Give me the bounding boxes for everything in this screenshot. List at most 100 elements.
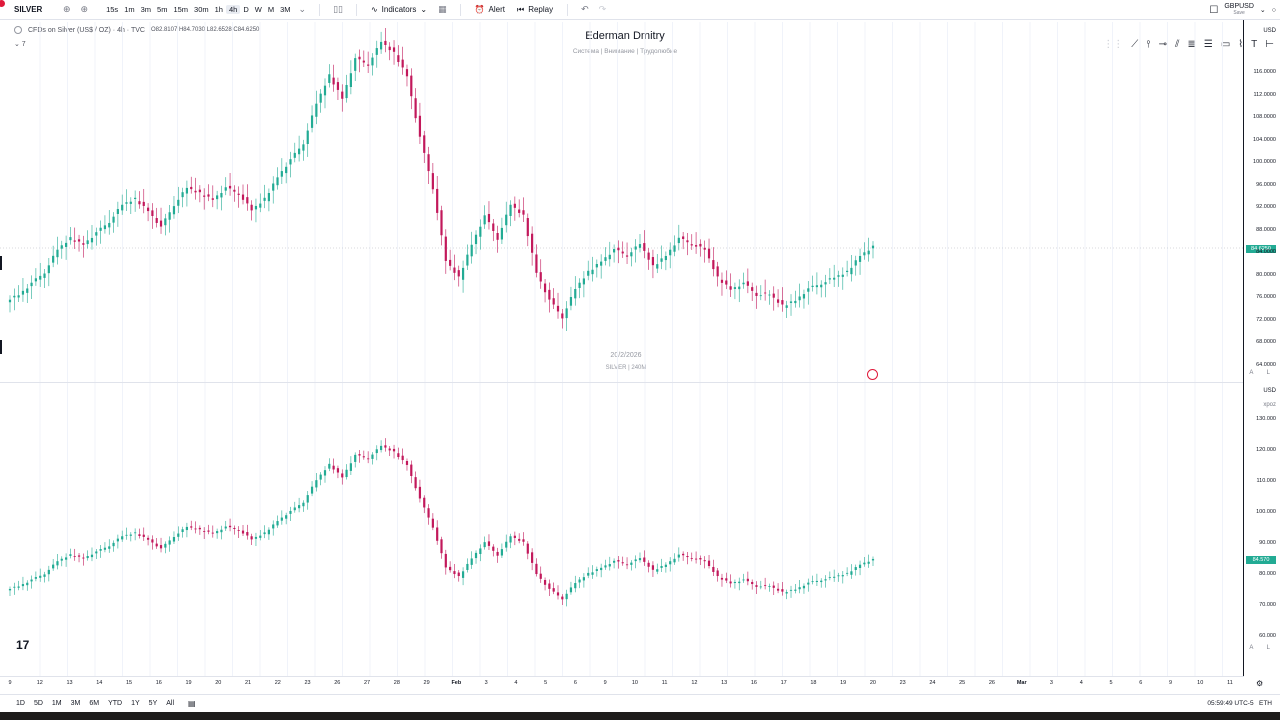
pitchfork-icon[interactable]: ☰ bbox=[1203, 38, 1213, 50]
add-symbol-icon[interactable]: ⊕ bbox=[80, 4, 89, 14]
candle-body bbox=[237, 193, 240, 195]
range-all[interactable]: All bbox=[166, 700, 175, 707]
candle-body bbox=[518, 538, 521, 541]
undo-icon[interactable]: ↶ bbox=[581, 4, 589, 14]
timeframe-1h[interactable]: 1h bbox=[214, 5, 223, 14]
axis-currency[interactable]: USD bbox=[1263, 28, 1276, 34]
candle-body bbox=[625, 255, 629, 257]
session-label[interactable]: ETH bbox=[1259, 700, 1272, 707]
timeframe-1m[interactable]: 1m bbox=[124, 5, 135, 14]
candle-body bbox=[496, 232, 499, 240]
range-ytd[interactable]: YTD bbox=[108, 700, 123, 707]
candle-type-icon[interactable]: ▯▯ bbox=[333, 4, 343, 14]
text-icon[interactable]: T bbox=[1251, 38, 1258, 50]
range-3m[interactable]: 3M bbox=[70, 700, 81, 707]
compare-icon[interactable]: ⊕ bbox=[63, 4, 71, 14]
candle-body bbox=[362, 60, 365, 63]
candle-body bbox=[742, 579, 745, 581]
range-5y[interactable]: 5Y bbox=[148, 700, 158, 707]
range-5d[interactable]: 5D bbox=[33, 700, 43, 707]
candle-body bbox=[846, 572, 849, 574]
timeframe-5m[interactable]: 5m bbox=[157, 5, 168, 14]
candle-body bbox=[267, 529, 270, 535]
alert-button[interactable]: ⏰ Alert bbox=[475, 5, 505, 14]
timeframe-d[interactable]: D bbox=[243, 5, 249, 14]
horizontal-ray-icon[interactable]: ⊸ bbox=[1158, 38, 1167, 50]
drag-handle-icon[interactable]: ⋮⋮ bbox=[1103, 38, 1124, 50]
fib-retracement-icon[interactable]: ≣ bbox=[1187, 38, 1196, 50]
candle-body bbox=[651, 565, 655, 570]
path-icon[interactable]: ⌇ bbox=[1238, 38, 1244, 50]
symbol-search[interactable]: SILVER bbox=[14, 5, 43, 14]
candle-body bbox=[569, 297, 573, 306]
layout-name[interactable]: GBPUSD Save bbox=[1224, 3, 1254, 16]
range-1d[interactable]: 1D bbox=[16, 700, 25, 707]
candle-body bbox=[470, 244, 473, 257]
candle-body bbox=[427, 508, 430, 518]
chevron-down-icon[interactable]: ⌄ bbox=[1259, 7, 1266, 14]
timeframe-15m[interactable]: 15m bbox=[173, 5, 189, 14]
timeframe-30m[interactable]: 30m bbox=[194, 5, 209, 14]
chevron-down-icon[interactable]: ⌄ bbox=[298, 4, 307, 14]
clock[interactable]: 05:59:49 UTC-5 ETH bbox=[1207, 700, 1272, 707]
legend-title[interactable]: CFDs on Silver (US$ / OZ) · 4h · TVC bbox=[28, 26, 145, 34]
indicators-button[interactable]: ∿ Indicators ⌄ bbox=[371, 5, 427, 14]
time-axis[interactable]: 9 12 13 14 15 16 19 20 21 22 23 26 27 28 29 Feb 3 4 5 6 9 10 1… bbox=[0, 676, 1244, 690]
rectangle-icon[interactable]: ▭ bbox=[1220, 38, 1231, 50]
pane-separator[interactable] bbox=[0, 382, 1244, 383]
timeframe-m[interactable]: M bbox=[267, 5, 275, 14]
candle-body bbox=[677, 554, 680, 558]
replay-button[interactable]: ⏮ Replay bbox=[517, 5, 553, 15]
candle-body bbox=[328, 74, 331, 83]
candle-body bbox=[867, 250, 870, 255]
indicators-toggle[interactable]: ⌄ 7 bbox=[14, 41, 26, 48]
calendar-icon[interactable]: ▤ bbox=[188, 699, 196, 708]
range-1y[interactable]: 1Y bbox=[131, 700, 140, 707]
time-tick-label: 13 bbox=[66, 680, 73, 686]
candle-body bbox=[319, 474, 322, 480]
templates-icon[interactable]: ▦ bbox=[438, 4, 447, 14]
candle-body bbox=[224, 526, 227, 529]
redo-icon[interactable]: ↷ bbox=[598, 4, 607, 14]
auto-log-toggle[interactable]: A L bbox=[1249, 645, 1276, 651]
candle-body bbox=[142, 201, 145, 206]
candle-body bbox=[181, 192, 184, 198]
timeframe-15s[interactable]: 15s bbox=[106, 5, 119, 14]
timeframe-4h[interactable]: 4h bbox=[225, 5, 241, 14]
range-6m[interactable]: 6M bbox=[89, 700, 100, 707]
timeframe-w[interactable]: W bbox=[254, 5, 262, 14]
layout-icon[interactable]: ☐ bbox=[1209, 4, 1219, 16]
upper-price-axis[interactable]: USD 84.6250 A L 116.0000 112.0000 108.0000… bbox=[1244, 20, 1280, 382]
candle-body bbox=[228, 525, 232, 528]
trend-line-icon[interactable]: ⟋ bbox=[1131, 38, 1139, 50]
candle-body bbox=[776, 588, 780, 591]
range-1m[interactable]: 1M bbox=[51, 700, 62, 707]
time-tick-label: 16 bbox=[155, 680, 162, 686]
lower-price-axis[interactable]: USD xpoz 84.570 A L 130.000 120.000 110.00… bbox=[1244, 383, 1280, 676]
time-tick-label: 23 bbox=[304, 680, 311, 686]
search-icon[interactable]: ○ bbox=[1271, 6, 1276, 14]
candle-body bbox=[768, 294, 771, 296]
candle-body bbox=[336, 82, 340, 90]
alarm-clock-icon: ⏰ bbox=[474, 5, 485, 14]
candle-body bbox=[90, 554, 94, 558]
candle-body bbox=[146, 537, 150, 540]
price-chart[interactable] bbox=[0, 0, 1244, 676]
tradingview-logo[interactable]: 17 bbox=[16, 638, 30, 652]
more-tools-icon[interactable]: ⊢ bbox=[1265, 38, 1274, 50]
candle-body bbox=[21, 584, 25, 587]
candle-body bbox=[552, 588, 555, 592]
parallel-channel-icon[interactable]: ⫽ bbox=[1175, 38, 1180, 50]
candle-body bbox=[522, 539, 525, 542]
candle-body bbox=[151, 539, 154, 543]
candle-body bbox=[367, 458, 370, 460]
vertical-line-icon[interactable]: ⫯ bbox=[1146, 38, 1151, 50]
settings-gear-icon[interactable]: ⚙ bbox=[1256, 679, 1264, 688]
axis-currency[interactable]: USD bbox=[1263, 388, 1276, 394]
candle-body bbox=[99, 227, 102, 231]
candle-body bbox=[444, 236, 447, 261]
timeframe-3m[interactable]: 3M bbox=[280, 5, 291, 14]
auto-log-toggle[interactable]: A L bbox=[1249, 370, 1276, 376]
candle-body bbox=[781, 300, 784, 305]
timeframe-3m[interactable]: 3m bbox=[140, 5, 152, 14]
